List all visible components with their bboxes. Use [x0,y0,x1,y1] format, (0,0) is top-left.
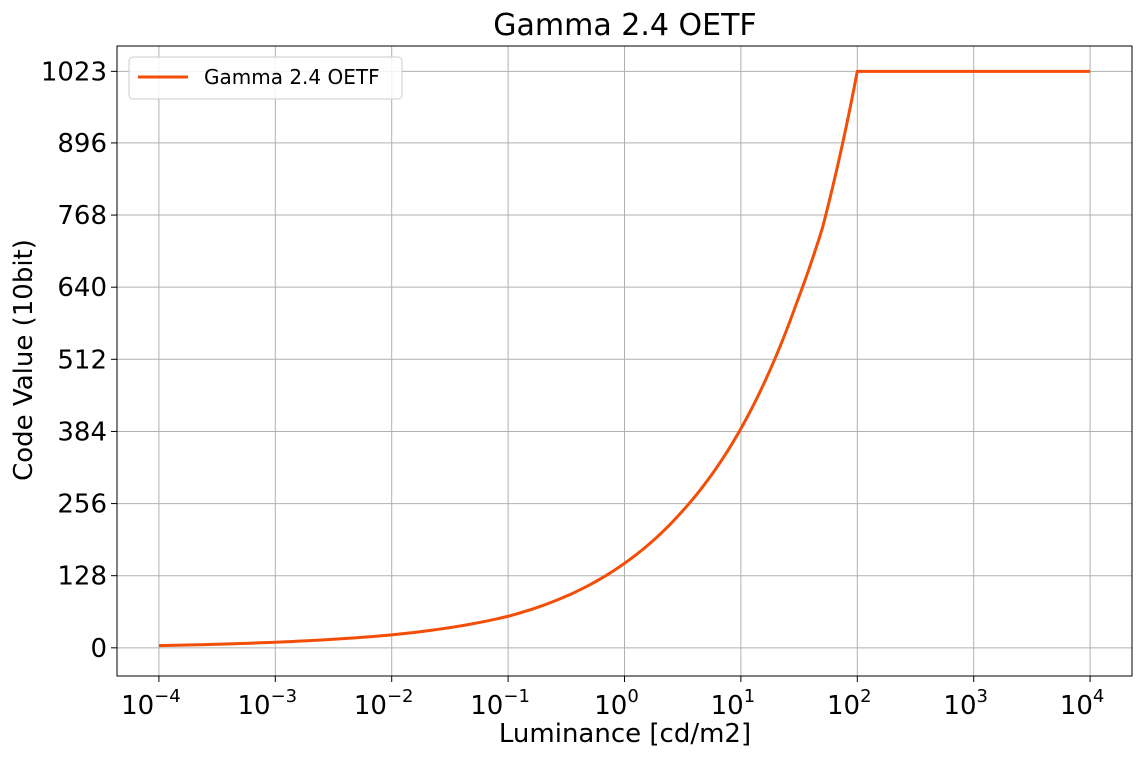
x-tick-label: 101 [711,686,756,721]
x-axis-label: Luminance [cd/m2] [499,719,751,749]
y-tick-label: 384 [57,417,107,447]
series-line-0 [158,69,1091,648]
y-tick-label: 768 [57,201,107,231]
x-tick-label: 102 [827,686,872,721]
legend: Gamma 2.4 OETF [128,56,403,100]
axis-ticks: 10−4 10−3 10−2 10−1 100 101 102 103 104 0 128 256 38… [41,57,1105,721]
series-layer [158,69,1091,648]
y-tick-label: 1023 [41,57,107,87]
y-tick-label: 640 [57,273,107,303]
chart-title: Gamma 2.4 OETF [493,8,756,43]
x-tick-label: 100 [594,686,639,721]
x-tick-label: 10−2 [354,686,414,721]
x-tick-label: 10−1 [470,686,530,721]
x-tick-label: 103 [943,686,988,721]
x-tick-label: 104 [1060,686,1105,721]
legend-label: Gamma 2.4 OETF [204,65,380,89]
y-tick-label: 256 [57,490,107,520]
y-tick-label: 128 [57,562,107,592]
y-tick-label: 896 [57,129,107,159]
x-tick-label: 10−3 [237,686,297,721]
legend-box [128,56,403,100]
y-tick-label: 512 [57,345,107,375]
y-axis-label: Code Value (10bit) [9,239,39,481]
x-tick-label: 10−4 [121,686,181,721]
grid [117,46,1132,676]
y-tick-label: 0 [90,634,107,664]
